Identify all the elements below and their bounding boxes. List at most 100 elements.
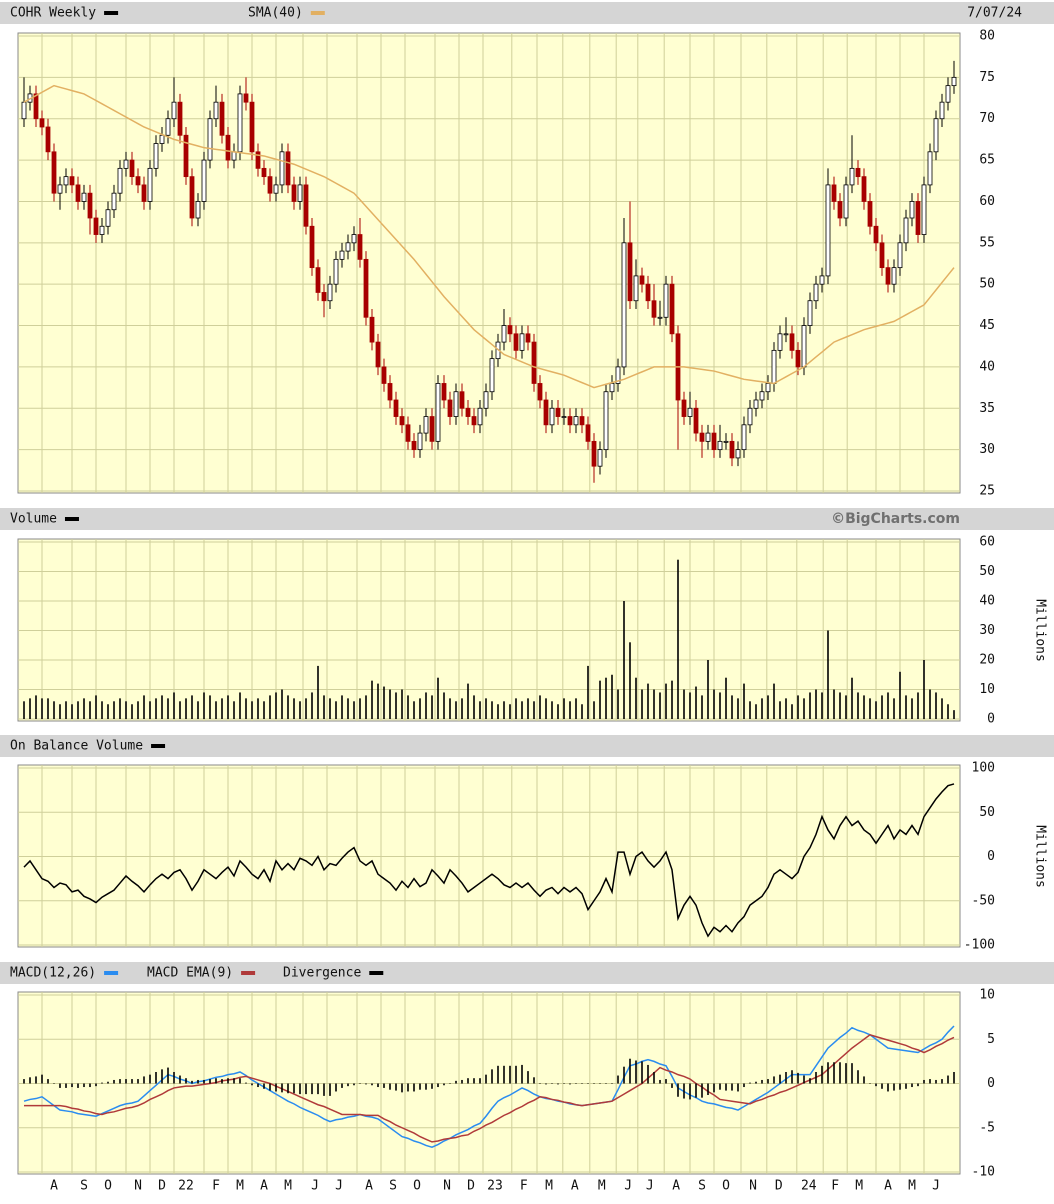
bar — [407, 695, 409, 719]
bar — [413, 1083, 415, 1092]
bar — [605, 1083, 607, 1084]
candle-body — [93, 217, 99, 235]
candle-body — [621, 242, 627, 368]
y-tick-label: -100 — [964, 938, 995, 953]
bar — [545, 1083, 547, 1085]
candle-body — [381, 366, 387, 384]
bar — [881, 695, 883, 719]
bar — [641, 1061, 643, 1084]
bar — [95, 1083, 97, 1087]
bar — [389, 1083, 391, 1090]
bar — [395, 1083, 397, 1091]
candle-body — [759, 391, 765, 401]
y-tick-label: 100 — [972, 761, 995, 776]
bar — [197, 1079, 199, 1084]
bar — [665, 1079, 667, 1084]
bar — [215, 1078, 217, 1084]
bar — [77, 701, 79, 719]
candle-body — [399, 416, 405, 426]
bar — [785, 698, 787, 719]
candle-body — [933, 118, 939, 153]
candle-body — [111, 192, 117, 211]
bar — [905, 1083, 907, 1089]
bar — [29, 698, 31, 719]
candle-body — [63, 176, 69, 186]
bar — [425, 692, 427, 719]
candle-body — [651, 300, 657, 318]
candle-body — [333, 258, 339, 285]
bar — [413, 701, 415, 719]
bar — [401, 689, 403, 719]
x-tick-label: O — [104, 1179, 112, 1194]
bar — [185, 698, 187, 719]
candle-body — [231, 151, 237, 161]
bar — [227, 1078, 229, 1084]
bar — [149, 1074, 151, 1084]
bar — [497, 704, 499, 719]
bar — [707, 1083, 709, 1096]
bar — [629, 1058, 631, 1084]
watermark: ©BigCharts.com — [831, 511, 960, 527]
bar — [347, 698, 349, 719]
candle-body — [873, 225, 879, 244]
bar — [599, 680, 601, 719]
y-tick-label: 5 — [987, 1032, 995, 1047]
panel-header — [0, 735, 1054, 757]
panel-header — [0, 962, 1054, 984]
x-tick-label: F — [520, 1179, 528, 1194]
bar — [107, 704, 109, 719]
bar — [455, 701, 457, 719]
candle-body — [765, 383, 771, 393]
y-tick-label: 35 — [979, 401, 995, 416]
bar — [449, 1083, 451, 1084]
bar — [761, 1079, 763, 1084]
bar — [707, 660, 709, 719]
series-line — [23, 84, 955, 389]
candle-body — [891, 267, 897, 285]
bar — [335, 1083, 337, 1092]
bar — [23, 701, 25, 719]
y-tick-label: 50 — [979, 805, 995, 820]
bar — [851, 1063, 853, 1084]
bar — [479, 701, 481, 719]
candle-body — [843, 184, 849, 219]
candle-body — [249, 101, 255, 153]
bar — [509, 704, 511, 719]
candle-body — [855, 167, 861, 178]
y-tick-label: 55 — [979, 235, 995, 250]
candle-body — [543, 399, 549, 426]
bar — [485, 1074, 487, 1084]
y-tick-label: 0 — [987, 1076, 995, 1091]
bar — [353, 701, 355, 719]
candle-body — [603, 391, 609, 451]
bar — [173, 1071, 175, 1084]
candle-body — [327, 283, 333, 302]
candle-body — [87, 192, 93, 219]
bar — [701, 695, 703, 719]
bar — [929, 689, 931, 719]
bar — [689, 1083, 691, 1100]
candle-body — [261, 167, 267, 178]
bar — [653, 689, 655, 719]
candle-body — [879, 242, 885, 269]
bar — [509, 1065, 511, 1084]
bar — [41, 1074, 43, 1084]
bar — [629, 642, 631, 719]
bar — [833, 689, 835, 719]
x-tick-label: J — [646, 1179, 654, 1194]
bar — [431, 1083, 433, 1089]
x-tick-label: M — [284, 1179, 292, 1194]
bar — [209, 695, 211, 719]
bar — [221, 698, 223, 719]
bar — [335, 701, 337, 719]
candle-body — [297, 184, 303, 202]
bar — [533, 701, 535, 719]
bar — [299, 701, 301, 719]
candle-body — [663, 283, 669, 318]
bar — [827, 630, 829, 719]
x-tick-label: S — [80, 1179, 88, 1194]
bar — [809, 692, 811, 719]
bar — [521, 1064, 523, 1084]
candle-body — [549, 407, 555, 426]
bar — [659, 692, 661, 719]
